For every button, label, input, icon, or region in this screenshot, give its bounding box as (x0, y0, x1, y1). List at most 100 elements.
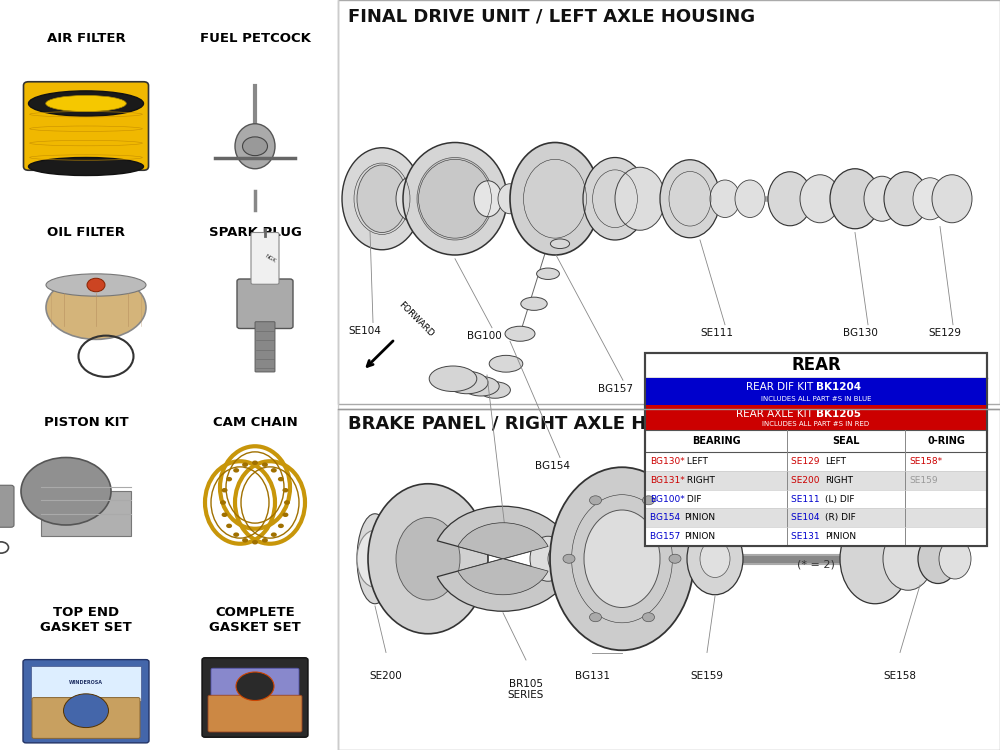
Bar (645, 378, 987, 405)
Bar (645, 452, 987, 471)
Circle shape (642, 496, 654, 505)
Text: SE104: SE104 (348, 326, 381, 336)
FancyBboxPatch shape (202, 658, 308, 737)
Ellipse shape (236, 672, 274, 700)
Text: LEFT: LEFT (684, 457, 708, 466)
Ellipse shape (660, 160, 720, 238)
Text: SE104: SE104 (791, 513, 822, 522)
Ellipse shape (710, 180, 740, 218)
Bar (645, 527, 987, 546)
Text: RIGHT: RIGHT (825, 476, 853, 484)
Text: BG154: BG154 (650, 513, 683, 522)
FancyBboxPatch shape (255, 322, 275, 372)
Circle shape (282, 512, 288, 517)
Text: BG100: BG100 (467, 332, 502, 341)
Ellipse shape (446, 371, 488, 394)
Circle shape (226, 477, 232, 482)
Ellipse shape (489, 356, 523, 372)
Bar (645, 352, 987, 546)
Text: COMPLETE
GASKET SET: COMPLETE GASKET SET (209, 606, 301, 634)
Circle shape (262, 538, 268, 542)
Ellipse shape (932, 175, 972, 223)
Ellipse shape (498, 184, 522, 214)
Text: SPARK PLUG: SPARK PLUG (209, 226, 301, 239)
Bar (645, 509, 987, 527)
Text: PISTON KIT: PISTON KIT (44, 416, 128, 429)
Text: BG130*: BG130* (650, 457, 685, 466)
Circle shape (271, 532, 277, 537)
Text: PINION: PINION (684, 513, 715, 522)
Ellipse shape (864, 176, 900, 221)
Circle shape (284, 500, 290, 505)
Ellipse shape (800, 175, 840, 223)
Circle shape (220, 500, 226, 505)
Ellipse shape (357, 530, 393, 587)
Ellipse shape (687, 523, 743, 595)
Ellipse shape (21, 458, 111, 525)
Text: SE159: SE159 (690, 671, 724, 681)
Ellipse shape (584, 510, 660, 608)
Text: SE131: SE131 (480, 532, 513, 542)
Text: (L) DIF: (L) DIF (825, 494, 855, 503)
Text: PINION: PINION (825, 532, 856, 541)
FancyBboxPatch shape (237, 279, 293, 328)
Wedge shape (458, 559, 548, 595)
Ellipse shape (830, 169, 880, 229)
Bar (338, 409, 1000, 750)
Ellipse shape (583, 158, 647, 240)
Ellipse shape (396, 518, 460, 600)
Ellipse shape (735, 180, 765, 218)
Ellipse shape (537, 268, 559, 280)
Text: (R) DIF: (R) DIF (825, 513, 856, 522)
FancyBboxPatch shape (0, 485, 14, 527)
Bar (645, 352, 987, 546)
Circle shape (278, 524, 284, 528)
Ellipse shape (87, 278, 105, 292)
Text: REAR AXLE KIT: REAR AXLE KIT (736, 409, 816, 419)
Ellipse shape (396, 176, 428, 221)
Text: PINION: PINION (684, 532, 715, 541)
Ellipse shape (530, 536, 566, 581)
Ellipse shape (28, 158, 144, 176)
Ellipse shape (913, 178, 947, 220)
Circle shape (242, 538, 248, 542)
Text: BRAKE PANEL / RIGHT AXLE HOUSING: BRAKE PANEL / RIGHT AXLE HOUSING (348, 415, 726, 433)
FancyBboxPatch shape (32, 698, 140, 738)
Text: FORWARD: FORWARD (397, 300, 436, 339)
Text: (* = 2): (* = 2) (797, 560, 835, 569)
Text: WINDEROSA: WINDEROSA (69, 680, 103, 685)
Text: SE159: SE159 (909, 476, 938, 484)
Text: SE200: SE200 (370, 671, 402, 681)
Ellipse shape (463, 376, 499, 396)
FancyBboxPatch shape (23, 82, 148, 170)
Text: REAR: REAR (791, 356, 841, 374)
Circle shape (233, 468, 239, 472)
Circle shape (669, 554, 681, 563)
Ellipse shape (242, 136, 268, 156)
Circle shape (642, 613, 654, 622)
Ellipse shape (46, 276, 146, 339)
Text: FUEL PETCOCK: FUEL PETCOCK (200, 32, 310, 44)
Circle shape (252, 540, 258, 544)
Ellipse shape (342, 148, 422, 250)
Ellipse shape (883, 527, 933, 590)
Text: BG131*: BG131* (650, 476, 685, 484)
Ellipse shape (918, 534, 958, 584)
Text: BG154: BG154 (535, 461, 570, 471)
Circle shape (242, 463, 248, 467)
Ellipse shape (46, 95, 126, 112)
Text: TOP END
GASKET SET: TOP END GASKET SET (40, 606, 132, 634)
Wedge shape (437, 559, 569, 611)
Bar (645, 471, 987, 490)
Text: BK1205: BK1205 (816, 409, 861, 419)
Ellipse shape (550, 467, 694, 650)
Text: INCLUDES ALL PART #S IN BLUE: INCLUDES ALL PART #S IN BLUE (761, 396, 871, 402)
Text: BEARING: BEARING (692, 436, 740, 446)
Text: BR105
SERIES: BR105 SERIES (508, 679, 544, 700)
Text: LEFT: LEFT (825, 457, 846, 466)
Text: SE111: SE111 (700, 328, 733, 338)
Text: SE129: SE129 (928, 328, 961, 338)
FancyBboxPatch shape (23, 660, 149, 742)
Ellipse shape (417, 158, 493, 240)
Circle shape (590, 496, 602, 505)
